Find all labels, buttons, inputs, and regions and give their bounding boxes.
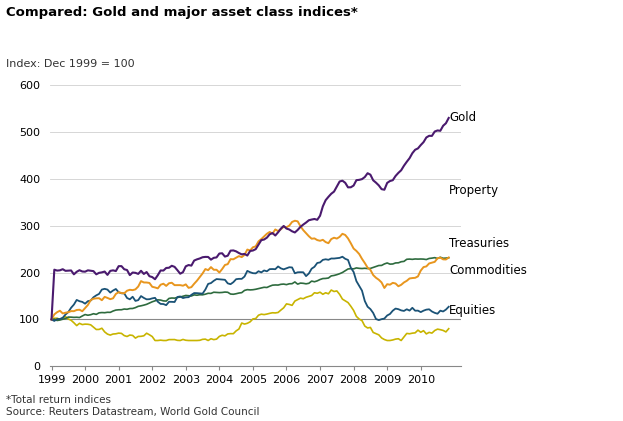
Text: Equities: Equities bbox=[449, 304, 497, 317]
Text: Compared: Gold and major asset class indices*: Compared: Gold and major asset class ind… bbox=[6, 6, 358, 19]
Text: Index: Dec 1999 = 100: Index: Dec 1999 = 100 bbox=[6, 59, 135, 69]
Text: Property: Property bbox=[449, 184, 500, 197]
Text: *Total return indices: *Total return indices bbox=[6, 395, 112, 405]
Text: Commodities: Commodities bbox=[449, 264, 527, 277]
Text: Treasuries: Treasuries bbox=[449, 237, 510, 250]
Text: Gold: Gold bbox=[449, 112, 477, 125]
Text: Source: Reuters Datastream, World Gold Council: Source: Reuters Datastream, World Gold C… bbox=[6, 407, 260, 417]
